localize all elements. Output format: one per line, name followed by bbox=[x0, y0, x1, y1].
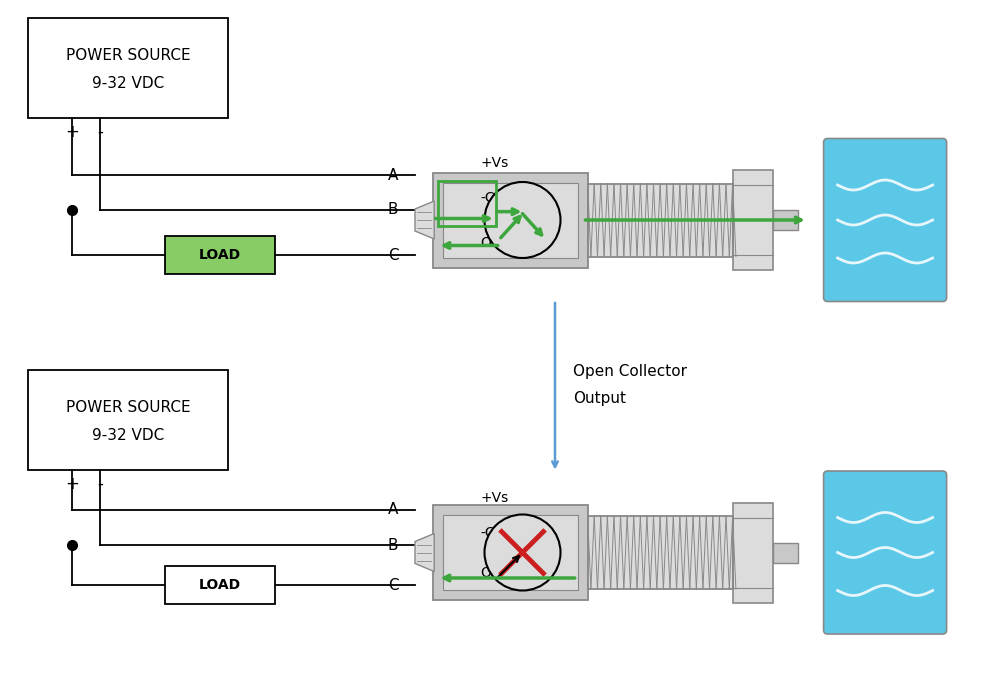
Text: Output: Output bbox=[573, 391, 626, 406]
Text: -COM: -COM bbox=[480, 526, 518, 540]
Circle shape bbox=[485, 182, 560, 258]
Text: OUT: OUT bbox=[480, 566, 509, 580]
Text: LOAD: LOAD bbox=[199, 578, 241, 592]
Bar bbox=[588, 516, 733, 589]
Bar bbox=[165, 566, 275, 604]
Polygon shape bbox=[415, 201, 435, 239]
Text: 9-32 VDC: 9-32 VDC bbox=[92, 427, 164, 443]
Bar bbox=[733, 170, 773, 270]
Text: Open Collector: Open Collector bbox=[573, 364, 687, 379]
Text: POWER SOURCE: POWER SOURCE bbox=[66, 49, 190, 64]
Bar bbox=[28, 18, 228, 118]
Bar bbox=[28, 370, 228, 470]
Text: A: A bbox=[387, 168, 398, 183]
Text: B: B bbox=[387, 537, 398, 552]
FancyBboxPatch shape bbox=[824, 471, 947, 634]
Bar bbox=[588, 183, 733, 256]
Text: +Vs: +Vs bbox=[480, 156, 508, 170]
Bar bbox=[442, 515, 578, 590]
Text: +Vs: +Vs bbox=[480, 491, 508, 505]
FancyBboxPatch shape bbox=[824, 139, 947, 301]
Text: POWER SOURCE: POWER SOURCE bbox=[66, 400, 190, 416]
Text: C: C bbox=[387, 577, 398, 592]
Bar bbox=[733, 502, 773, 602]
Polygon shape bbox=[415, 533, 435, 571]
Bar bbox=[773, 210, 798, 230]
Bar bbox=[588, 516, 733, 589]
Bar bbox=[433, 172, 588, 268]
Text: C: C bbox=[387, 247, 398, 262]
Bar bbox=[438, 180, 495, 226]
Bar bbox=[442, 183, 578, 258]
Text: LOAD: LOAD bbox=[199, 248, 241, 262]
Text: +: + bbox=[65, 123, 78, 141]
Bar bbox=[433, 505, 588, 600]
Text: OUT: OUT bbox=[480, 236, 509, 250]
Bar bbox=[773, 543, 798, 562]
Text: A: A bbox=[387, 502, 398, 518]
Circle shape bbox=[485, 514, 560, 591]
Text: B: B bbox=[387, 203, 398, 218]
Text: -COM: -COM bbox=[480, 191, 518, 205]
Text: -: - bbox=[97, 123, 103, 141]
Text: 9-32 VDC: 9-32 VDC bbox=[92, 76, 164, 91]
Bar bbox=[165, 236, 275, 274]
Text: -: - bbox=[97, 475, 103, 493]
Bar bbox=[588, 183, 733, 256]
Text: +: + bbox=[65, 475, 78, 493]
